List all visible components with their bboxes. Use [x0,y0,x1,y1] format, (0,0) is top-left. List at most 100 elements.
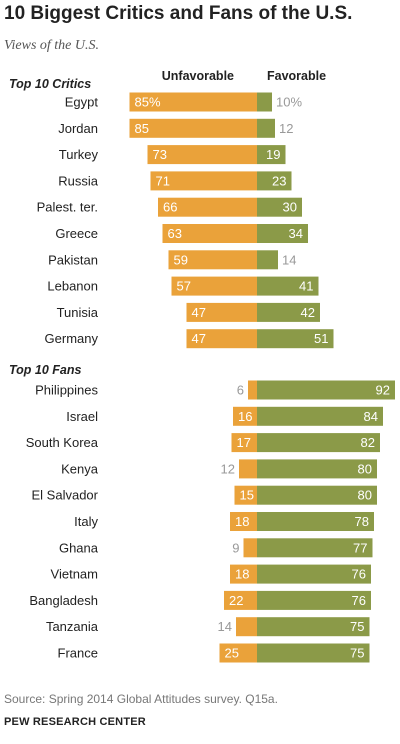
bar-unfavorable [158,197,257,217]
header-favorable: Favorable [267,69,326,83]
value-label-unfavorable: 9 [232,540,239,555]
header-unfavorable: Unfavorable [162,69,234,83]
value-label-favorable: 30 [283,200,297,215]
value-label-favorable: 51 [314,331,328,346]
bar-favorable [257,380,395,400]
organization-credit: PEW RESEARCH CENTER [4,716,146,728]
value-label-favorable: 92 [376,383,390,398]
value-label-unfavorable: 18 [235,567,249,582]
chart-subtitle: Views of the U.S. [4,38,100,53]
bar-unfavorable [236,617,257,637]
bar-favorable [257,276,319,296]
value-label-favorable: 78 [355,514,369,529]
bar-favorable [257,171,292,191]
bar-unfavorable [239,459,257,479]
country-label: Jordan [58,121,98,136]
value-label-favorable: 84 [364,409,378,424]
value-label-favorable: 75 [350,619,364,634]
bar-unfavorable [243,538,257,558]
bar-unfavorable [162,224,257,243]
country-label: El Salvador [32,488,99,503]
country-label: Turkey [59,147,99,162]
value-label-favorable: 80 [358,461,372,476]
group-title: Top 10 Critics [9,77,91,91]
value-label-unfavorable: 12 [221,461,235,476]
bar-unfavorable [230,512,257,531]
bar-unfavorable [186,329,257,349]
value-label-unfavorable: 85% [135,95,161,110]
bar-unfavorable [171,276,257,296]
country-label: Bangladesh [29,593,98,608]
value-label-favorable: 76 [352,567,366,582]
bar-favorable [257,590,371,610]
value-label-favorable: 34 [289,226,303,241]
value-label-favorable: 77 [353,540,367,555]
bar-favorable [257,643,370,663]
country-label: Vietnam [51,567,98,582]
source-note: Source: Spring 2014 Global Attitudes sur… [4,692,278,706]
bar-favorable [257,485,377,505]
bar-unfavorable [230,564,257,584]
bar-favorable [257,302,320,322]
bar-unfavorable [219,643,257,663]
value-label-favorable: 82 [361,435,375,450]
bar-unfavorable [233,406,257,426]
bar-favorable [257,564,371,584]
value-label-favorable: 42 [301,305,315,320]
value-label-unfavorable: 57 [177,279,191,294]
value-label-unfavorable: 73 [153,147,167,162]
bar-unfavorable [231,433,257,453]
country-label: Greece [55,226,98,241]
bar-favorable [257,145,286,165]
country-label: France [58,646,98,661]
value-label-unfavorable: 85 [135,121,149,136]
value-label-favorable: 76 [352,593,366,608]
bar-unfavorable [168,250,257,270]
country-label: Tunisia [57,305,99,320]
country-label: Israel [66,409,98,424]
country-label: Tanzania [46,619,99,634]
value-label-favorable: 10% [276,95,302,110]
bar-unfavorable [248,380,257,400]
value-label-favorable: 80 [358,488,372,503]
bar-unfavorable [150,171,257,191]
value-label-favorable: 12 [279,121,293,136]
bar-favorable [257,406,383,426]
bar-favorable [257,224,308,243]
bar-favorable [257,329,334,349]
value-label-unfavorable: 66 [163,200,177,215]
bar-unfavorable [186,302,257,322]
chart-title: 10 Biggest Critics and Fans of the U.S. [4,3,353,24]
bar-unfavorable [234,485,257,505]
bar-favorable [257,433,380,453]
value-label-favorable: 23 [272,173,286,188]
value-label-unfavorable: 71 [156,173,170,188]
value-label-unfavorable: 17 [237,435,251,450]
country-label: Germany [45,331,99,346]
bar-favorable [257,118,275,138]
bar-favorable [257,617,370,637]
country-label: Ghana [59,540,99,555]
bar-favorable [257,538,373,558]
value-label-favorable: 75 [350,646,364,661]
country-label: Pakistan [48,252,98,267]
value-label-unfavorable: 22 [229,593,243,608]
bar-favorable [257,459,377,479]
country-label: Italy [74,514,98,529]
value-label-unfavorable: 6 [237,383,244,398]
value-label-unfavorable: 14 [218,619,232,634]
country-label: Palest. ter. [37,200,98,215]
value-label-favorable: 19 [266,147,280,162]
value-label-unfavorable: 63 [168,226,182,241]
value-label-favorable: 41 [299,279,313,294]
group-title: Top 10 Fans [9,363,82,377]
value-label-unfavorable: 25 [225,646,239,661]
value-label-unfavorable: 47 [192,331,206,346]
value-label-unfavorable: 47 [192,305,206,320]
bar-unfavorable [129,118,257,138]
country-label: Russia [58,173,99,188]
value-label-favorable: 14 [282,252,296,267]
bar-unfavorable [224,590,257,610]
value-label-unfavorable: 18 [235,514,249,529]
